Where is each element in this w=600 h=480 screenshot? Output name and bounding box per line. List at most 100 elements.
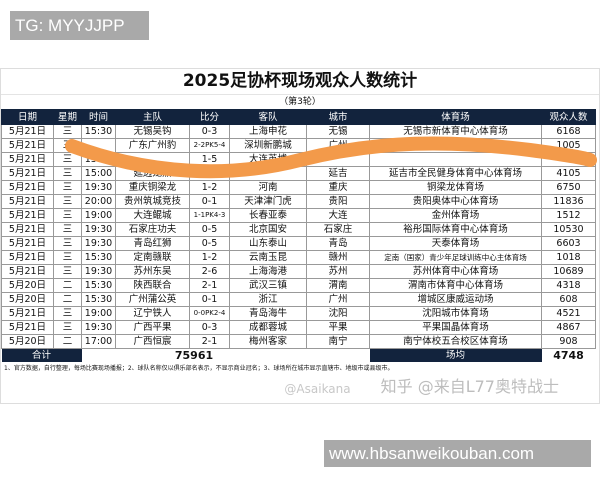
time-cell: 19:30 xyxy=(81,222,116,237)
away-team-cell: 云南玉昆 xyxy=(229,250,307,265)
header-row: 日期 星期 时间 主队 比分 客队 城市 体育场 观众人数 xyxy=(1,109,596,125)
score-cell: 2-1 xyxy=(189,278,230,293)
table-row: 5月21日三 15:00 延边龙鼎 延吉 延吉市全民健身体育中心体育场 4105 xyxy=(1,166,596,181)
venue-cell: 无锡市新体育中心体育场 xyxy=(369,124,542,139)
home-team-cell: 贵州筑城竞技 xyxy=(115,194,190,209)
city-cell: 贵阳 xyxy=(306,194,370,209)
time-cell: 15:00 xyxy=(81,166,116,181)
attendance-cell: 10689 xyxy=(541,264,596,279)
attendance-cell: 10530 xyxy=(541,222,596,237)
attendance-cell: 908 xyxy=(541,334,596,349)
table-row: 5月20日二 15:30 广州蒲公英 0-1 浙江 广州 增城区康威运动场 608 xyxy=(1,292,596,307)
weekday-cell: 三 xyxy=(53,222,82,237)
time-cell xyxy=(81,138,116,153)
column-header: 体育场 xyxy=(369,109,542,125)
home-team-cell: 青岛红狮 xyxy=(115,236,190,251)
home-team-cell: 定南赣联 xyxy=(115,250,190,265)
round-subtitle: （第3轮） xyxy=(279,97,321,107)
total-row: 合计 75961 场均 4748 xyxy=(1,348,596,362)
weekday-cell: 三 xyxy=(53,236,82,251)
attendance-cell: 4521 xyxy=(541,306,596,321)
away-team-cell: 深圳新鹏城 xyxy=(229,138,307,153)
attendance-cell: 4105 xyxy=(541,166,596,181)
date-cell: 5月20日 xyxy=(1,278,54,293)
away-team-cell: 北京国安 xyxy=(229,222,307,237)
date-cell: 5月21日 xyxy=(1,208,54,223)
table-row: 5月21日三 19:00 辽宁铁人 0-0PK2-4 青岛海牛 沈阳 沈阳城市体育场 4521 xyxy=(1,306,596,321)
score-cell: 0-5 xyxy=(189,222,230,237)
venue-cell: 铜梁龙体育场 xyxy=(369,180,542,195)
away-team-cell: 天津津门虎 xyxy=(229,194,307,209)
column-header: 城市 xyxy=(306,109,370,125)
score-cell xyxy=(189,166,230,181)
weekday-cell: 三 xyxy=(53,138,82,153)
table-row: 5月21日三 19:30 苏州东吴 2-6 上海海港 苏州 苏州体育中心体育场 10689 xyxy=(1,264,596,279)
footnote: 1、官方数据，自行整理，每场比赛现场播报；2、球队名称仅以俱乐部名表示，不显示商… xyxy=(4,365,394,372)
weekday-cell: 三 xyxy=(53,208,82,223)
average-label: 场均 xyxy=(369,348,542,362)
attendance-cell: 6603 xyxy=(541,236,596,251)
table-row: 5月21日三 19:30 重庆铜梁龙 1-2 河南 重庆 铜梁龙体育场 6750 xyxy=(1,180,596,195)
score-cell: 1-1PK4-3 xyxy=(189,208,230,223)
weekday-cell: 三 xyxy=(53,124,82,139)
score-cell: 0-1 xyxy=(189,292,230,307)
watermark-row: @Asaikana 知乎 @来自L77奥特战士 xyxy=(1,375,599,403)
time-cell: 19:00 xyxy=(81,208,116,223)
home-team-cell: 辽宁铁人 xyxy=(115,306,190,321)
attendance-cell: 4867 xyxy=(541,320,596,335)
column-header: 主队 xyxy=(115,109,190,125)
time-cell: 19:00 xyxy=(81,306,116,321)
weekday-cell: 三 xyxy=(53,194,82,209)
venue-cell: 苏州体育中心体育场 xyxy=(369,264,542,279)
date-cell: 5月21日 xyxy=(1,194,54,209)
away-team-cell: 河南 xyxy=(229,180,307,195)
venue-cell: 平果国晶体育场 xyxy=(369,320,542,335)
away-team-cell: 上海申花 xyxy=(229,124,307,139)
score-cell: 0-0PK2-4 xyxy=(189,306,230,321)
venue-cell xyxy=(369,152,542,167)
home-team-cell: 大连鲲城 xyxy=(115,208,190,223)
score-cell: 0-3 xyxy=(189,124,230,139)
table-row: 5月21日三 15:00 1-5 大连英博 xyxy=(1,152,596,167)
home-team-cell: 陕西联合 xyxy=(115,278,190,293)
score-cell: 1-2 xyxy=(189,180,230,195)
time-cell: 19:30 xyxy=(81,236,116,251)
score-cell: 2-2PK5-4 xyxy=(189,138,230,153)
zhihu-watermark: 知乎 @来自L77奥特战士 xyxy=(380,377,559,396)
home-team-cell: 石家庄功夫 xyxy=(115,222,190,237)
attendance-cell: 608 xyxy=(541,292,596,307)
date-cell: 5月20日 xyxy=(1,292,54,307)
venue-cell: 天泰体育场 xyxy=(369,236,542,251)
time-cell: 15:30 xyxy=(81,292,116,307)
date-cell: 5月21日 xyxy=(1,180,54,195)
weekday-cell: 二 xyxy=(53,334,82,349)
away-team-cell: 长春亚泰 xyxy=(229,208,307,223)
column-header: 比分 xyxy=(189,109,230,125)
weibo-watermark: @Asaikana xyxy=(284,382,351,396)
city-cell: 重庆 xyxy=(306,180,370,195)
time-cell: 15:30 xyxy=(81,278,116,293)
date-cell: 5月21日 xyxy=(1,124,54,139)
column-header: 时间 xyxy=(81,109,116,125)
watermark-top: TG: MYYJJPP xyxy=(10,11,149,40)
weekday-cell: 三 xyxy=(53,180,82,195)
table-row: 5月21日三 15:30 无锡吴钩 0-3 上海申花 无锡 无锡市新体育中心体育场 6168 xyxy=(1,124,596,139)
home-team-cell: 无锡吴钩 xyxy=(115,124,190,139)
home-team-cell: 广州蒲公英 xyxy=(115,292,190,307)
city-cell: 苏州 xyxy=(306,264,370,279)
weekday-cell: 二 xyxy=(53,292,82,307)
city-cell: 青岛 xyxy=(306,236,370,251)
city-cell: 赣州 xyxy=(306,250,370,265)
date-cell: 5月20日 xyxy=(1,334,54,349)
table-row: 5月21日三 19:00 大连鲲城 1-1PK4-3 长春亚泰 大连 金州体育场 1512 xyxy=(1,208,596,223)
table-row: 5月20日二 15:30 陕西联合 2-1 武汉三镇 渭南 渭南市体育中心体育场 4318 xyxy=(1,278,596,293)
weekday-cell: 三 xyxy=(53,320,82,335)
table-row: 5月21日三 19:30 青岛红狮 0-5 山东泰山 青岛 天泰体育场 6603 xyxy=(1,236,596,251)
venue-cell: 金州体育场 xyxy=(369,208,542,223)
city-cell: 无锡 xyxy=(306,124,370,139)
venue-cell: 延吉市全民健身体育中心体育场 xyxy=(369,166,542,181)
home-team-cell: 广西平果 xyxy=(115,320,190,335)
attendance-cell: 1005 xyxy=(541,138,596,153)
time-cell: 19:30 xyxy=(81,180,116,195)
attendance-cell: 11836 xyxy=(541,194,596,209)
